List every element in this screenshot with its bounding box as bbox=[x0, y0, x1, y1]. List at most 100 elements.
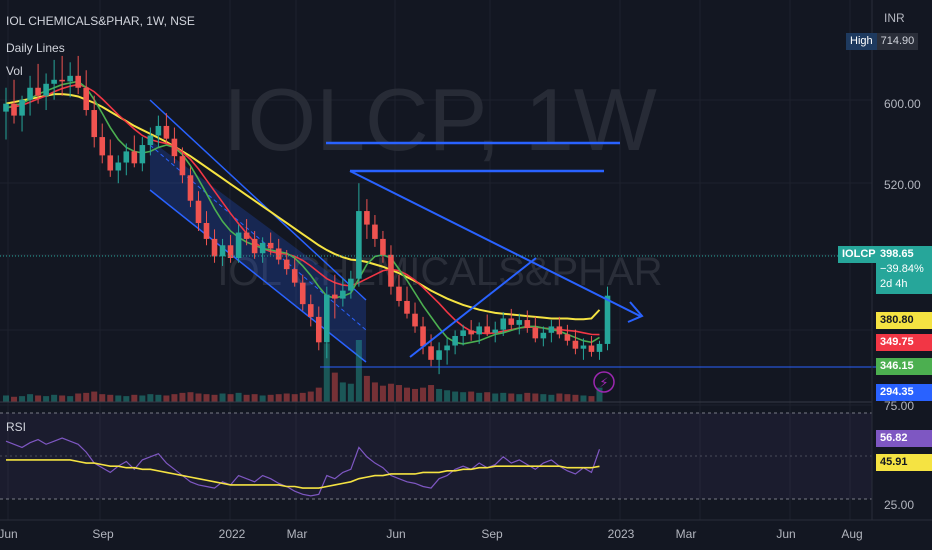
candle[interactable] bbox=[532, 316, 539, 343]
high-label-value: 714.90 bbox=[876, 33, 919, 50]
candle[interactable] bbox=[356, 183, 362, 287]
candle[interactable] bbox=[588, 335, 595, 357]
candle[interactable] bbox=[107, 139, 114, 177]
channel-lower-line[interactable] bbox=[149, 189, 367, 363]
symbol-title[interactable]: IOL CHEMICALS&PHAR, 1W, NSE bbox=[6, 14, 195, 28]
candle[interactable] bbox=[396, 274, 402, 307]
candle[interactable] bbox=[203, 211, 210, 246]
candle[interactable] bbox=[476, 322, 482, 344]
candle[interactable] bbox=[556, 316, 563, 339]
candle[interactable] bbox=[572, 329, 579, 355]
rsi-value-tag: 56.82 bbox=[876, 430, 932, 447]
channel-upper-line[interactable] bbox=[149, 99, 367, 301]
candle[interactable] bbox=[179, 147, 186, 184]
candle[interactable] bbox=[468, 320, 474, 341]
candle[interactable] bbox=[315, 306, 322, 351]
candle[interactable] bbox=[51, 59, 57, 100]
candle[interactable] bbox=[452, 330, 458, 355]
volume-bar bbox=[540, 394, 547, 402]
candle[interactable] bbox=[131, 135, 138, 168]
candle[interactable] bbox=[420, 316, 426, 355]
candle[interactable] bbox=[35, 63, 41, 104]
trendline-up[interactable] bbox=[409, 257, 537, 358]
candle[interactable] bbox=[299, 274, 306, 311]
candle[interactable] bbox=[540, 326, 547, 347]
candle[interactable] bbox=[171, 127, 178, 164]
candle[interactable] bbox=[444, 338, 450, 365]
candle[interactable] bbox=[227, 234, 234, 263]
event-icon[interactable] bbox=[593, 371, 615, 393]
candle[interactable] bbox=[91, 95, 98, 148]
candle[interactable] bbox=[436, 342, 442, 375]
candle[interactable] bbox=[324, 286, 330, 359]
candle[interactable] bbox=[75, 55, 81, 95]
candle[interactable] bbox=[27, 75, 33, 116]
candle[interactable] bbox=[187, 167, 194, 208]
volume-bar bbox=[307, 391, 314, 402]
candle[interactable] bbox=[388, 245, 394, 295]
candle[interactable] bbox=[564, 324, 571, 346]
candle[interactable] bbox=[508, 308, 515, 330]
candle[interactable] bbox=[3, 87, 9, 140]
rsi-label[interactable]: RSI bbox=[6, 420, 27, 434]
candle[interactable] bbox=[332, 274, 338, 319]
volume-bar bbox=[107, 394, 114, 402]
candle[interactable] bbox=[139, 137, 146, 172]
volume-bar bbox=[147, 394, 154, 402]
indicator-volume[interactable]: Vol bbox=[6, 64, 23, 78]
candle[interactable] bbox=[195, 191, 202, 231]
candle[interactable] bbox=[524, 310, 531, 333]
candle[interactable] bbox=[364, 199, 370, 239]
candle[interactable] bbox=[604, 286, 611, 351]
candle[interactable] bbox=[484, 314, 490, 336]
candle[interactable] bbox=[251, 230, 258, 259]
candle[interactable] bbox=[412, 302, 418, 333]
price-tick: 75.00 bbox=[884, 399, 914, 413]
candle[interactable] bbox=[19, 95, 25, 132]
ma-red-tag: 349.75 bbox=[876, 334, 932, 351]
trendline-down[interactable] bbox=[349, 170, 641, 317]
volume-bar bbox=[363, 375, 370, 402]
candle[interactable] bbox=[243, 219, 250, 246]
candle[interactable] bbox=[11, 79, 17, 124]
candle[interactable] bbox=[155, 115, 162, 148]
candle[interactable] bbox=[580, 338, 587, 360]
candle[interactable] bbox=[163, 113, 170, 144]
candle[interactable] bbox=[259, 237, 266, 263]
candle[interactable] bbox=[548, 320, 555, 343]
candle[interactable] bbox=[372, 215, 378, 247]
candle[interactable] bbox=[219, 238, 226, 266]
channel-mid-line[interactable] bbox=[149, 144, 367, 331]
candlesticks[interactable] bbox=[3, 55, 611, 375]
candle[interactable] bbox=[460, 324, 466, 346]
candle[interactable] bbox=[307, 294, 314, 327]
candle[interactable] bbox=[516, 313, 523, 335]
candle[interactable] bbox=[500, 312, 507, 336]
candle[interactable] bbox=[283, 250, 290, 275]
candle[interactable] bbox=[267, 232, 274, 255]
candle[interactable] bbox=[291, 258, 298, 287]
candle[interactable] bbox=[67, 62, 73, 98]
candle[interactable] bbox=[123, 143, 130, 176]
candle[interactable] bbox=[340, 278, 346, 307]
candle[interactable] bbox=[83, 70, 89, 116]
rsi-axis-low: 25.00 bbox=[884, 498, 915, 512]
time-tick: Mar bbox=[287, 527, 308, 541]
candle[interactable] bbox=[115, 155, 122, 184]
candle[interactable] bbox=[211, 229, 218, 263]
candle[interactable] bbox=[348, 270, 354, 299]
candle[interactable] bbox=[275, 238, 282, 265]
volume-bar bbox=[468, 391, 475, 402]
candle[interactable] bbox=[492, 321, 499, 343]
indicator-daily-lines[interactable]: Daily Lines bbox=[6, 41, 65, 55]
candle[interactable] bbox=[59, 55, 65, 96]
candle[interactable] bbox=[99, 123, 106, 164]
candle[interactable] bbox=[43, 73, 49, 111]
candle[interactable] bbox=[404, 286, 410, 319]
candle[interactable] bbox=[147, 127, 154, 156]
candle[interactable] bbox=[596, 340, 603, 360]
candle[interactable] bbox=[380, 230, 386, 263]
candle[interactable] bbox=[235, 224, 242, 263]
time-axis[interactable]: Jun Sep 2022 Mar Jun Sep 2023 Mar Jun Aug bbox=[0, 527, 863, 541]
